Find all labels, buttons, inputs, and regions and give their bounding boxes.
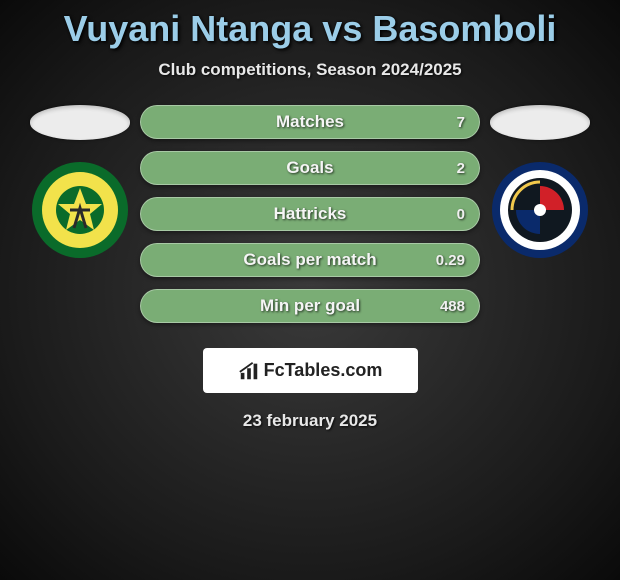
brand-text: FcTables.com [264, 360, 383, 381]
player-left-avatar [30, 105, 130, 140]
player-left-column [30, 105, 130, 260]
page-title: Vuyani Ntanga vs Basomboli [0, 0, 620, 50]
stat-bar-goals-per-match: Goals per match 0.29 [140, 243, 480, 277]
comparison-content: Matches 7 Goals 2 Hattricks 0 Goals per … [0, 105, 620, 323]
player-right-avatar [490, 105, 590, 140]
stat-bar-hattricks: Hattricks 0 [140, 197, 480, 231]
stat-right-value: 2 [457, 160, 465, 177]
stat-label: Min per goal [260, 296, 360, 316]
stat-bar-min-per-goal: Min per goal 488 [140, 289, 480, 323]
date-text: 23 february 2025 [0, 411, 620, 431]
stat-right-value: 0 [457, 206, 465, 223]
stat-right-value: 488 [440, 298, 465, 315]
subtitle: Club competitions, Season 2024/2025 [0, 60, 620, 80]
stat-right-value: 0.29 [436, 252, 465, 269]
stat-label: Goals [286, 158, 333, 178]
stat-bar-goals: Goals 2 [140, 151, 480, 185]
stat-label: Hattricks [274, 204, 347, 224]
stat-label: Goals per match [243, 250, 376, 270]
club-right-badge [490, 160, 590, 260]
stat-label: Matches [276, 112, 344, 132]
player-right-column [490, 105, 590, 260]
chart-icon [238, 360, 260, 382]
stats-bars: Matches 7 Goals 2 Hattricks 0 Goals per … [140, 105, 480, 323]
club-left-badge [30, 160, 130, 260]
stat-bar-matches: Matches 7 [140, 105, 480, 139]
stat-right-value: 7 [457, 114, 465, 131]
brand-box[interactable]: FcTables.com [203, 348, 418, 393]
